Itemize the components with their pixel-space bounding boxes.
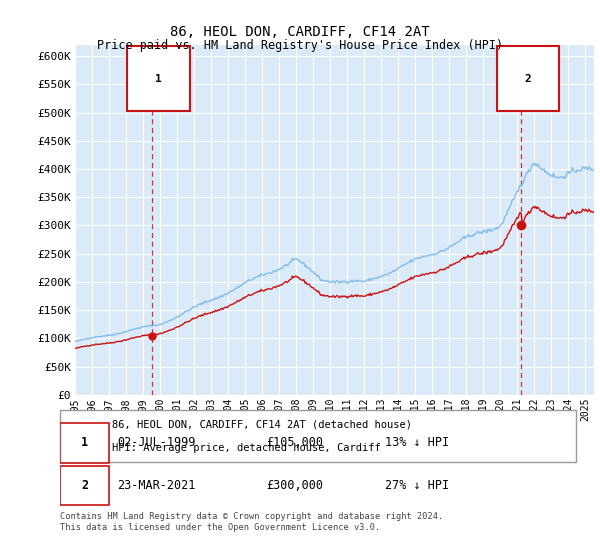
FancyBboxPatch shape [60, 466, 109, 505]
Text: Contains HM Land Registry data © Crown copyright and database right 2024.
This d: Contains HM Land Registry data © Crown c… [60, 512, 443, 532]
Text: 1: 1 [155, 74, 162, 83]
Text: 02-JUL-1999: 02-JUL-1999 [117, 436, 195, 450]
Text: Price paid vs. HM Land Registry's House Price Index (HPI): Price paid vs. HM Land Registry's House … [97, 39, 503, 52]
Text: 2: 2 [81, 479, 88, 492]
FancyBboxPatch shape [60, 410, 576, 462]
Text: 27% ↓ HPI: 27% ↓ HPI [385, 479, 449, 492]
Text: £300,000: £300,000 [266, 479, 323, 492]
Text: 1: 1 [81, 436, 88, 450]
Text: 13% ↓ HPI: 13% ↓ HPI [385, 436, 449, 450]
Text: 2: 2 [524, 74, 532, 83]
Text: 86, HEOL DON, CARDIFF, CF14 2AT (detached house): 86, HEOL DON, CARDIFF, CF14 2AT (detache… [112, 419, 412, 430]
Text: 86, HEOL DON, CARDIFF, CF14 2AT: 86, HEOL DON, CARDIFF, CF14 2AT [170, 25, 430, 39]
Text: HPI: Average price, detached house, Cardiff: HPI: Average price, detached house, Card… [112, 443, 380, 453]
FancyBboxPatch shape [60, 423, 109, 463]
Text: 23-MAR-2021: 23-MAR-2021 [117, 479, 195, 492]
Text: £105,000: £105,000 [266, 436, 323, 450]
